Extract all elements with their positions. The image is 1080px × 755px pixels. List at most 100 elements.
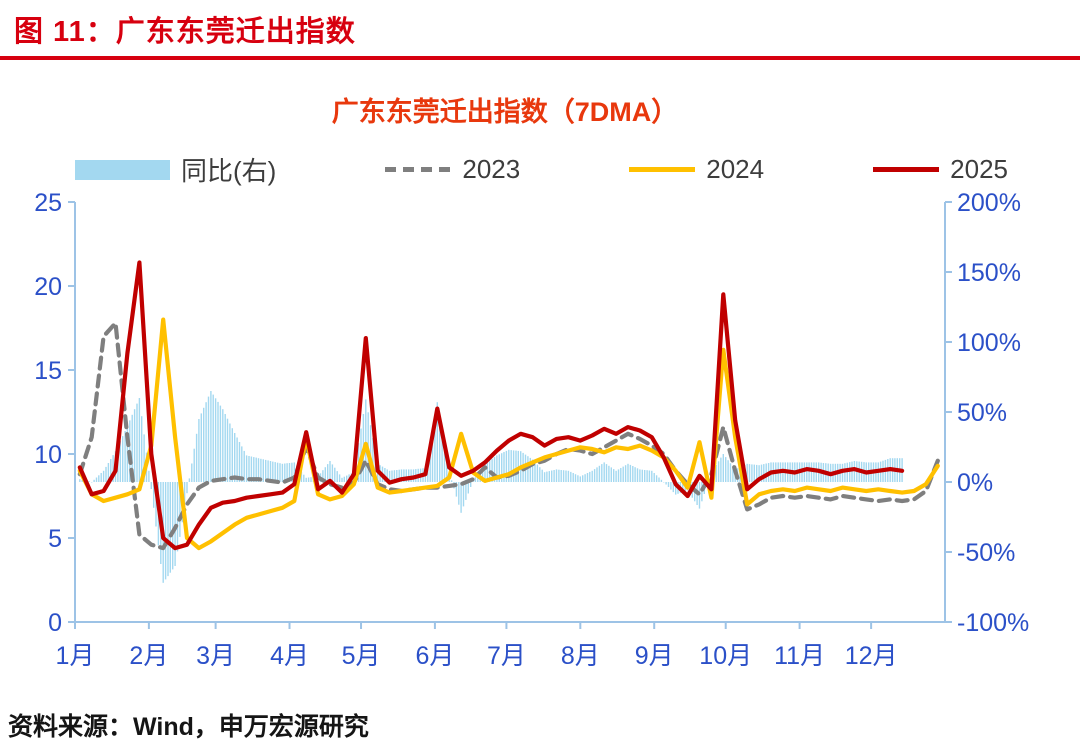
- yoy-bar: [558, 469, 560, 482]
- yoy-bar: [531, 459, 534, 482]
- yoy-bar: [632, 466, 634, 482]
- yoy-bar: [439, 416, 441, 482]
- yoy-bar: [667, 482, 670, 487]
- yoy-bar: [303, 474, 305, 482]
- yoy-bar: [596, 467, 598, 482]
- yoy-bar: [224, 414, 226, 482]
- yoy-bar: [443, 444, 446, 482]
- yoy-bar: [624, 465, 627, 482]
- x-axis-tick-label: 7月: [487, 642, 526, 670]
- yoy-bar: [248, 456, 250, 482]
- yoy-bar: [110, 459, 112, 482]
- yoy-bar: [222, 409, 224, 482]
- yoy-bar: [172, 482, 174, 570]
- legend-swatch-2024: [629, 167, 696, 172]
- yoy-bar: [610, 467, 612, 482]
- yoy-bar: [274, 462, 276, 482]
- yoy-bar: [267, 460, 269, 482]
- yoy-bar: [195, 433, 198, 482]
- chart-title: 广东东莞迁出指数（7DMA）: [331, 97, 679, 127]
- yoy-bar: [653, 473, 655, 482]
- yoy-bar: [153, 482, 155, 508]
- yoy-bar: [279, 463, 281, 482]
- yoy-bar: [651, 470, 653, 482]
- yoy-bar: [107, 463, 110, 482]
- left-axis-tick-label: 15: [34, 357, 62, 385]
- yoy-bar: [460, 482, 462, 513]
- yoy-bar: [756, 464, 758, 482]
- yoy-bar: [639, 469, 641, 482]
- page-footer: 资料来源：Wind，申万宏源研究: [0, 707, 1080, 755]
- yoy-bar: [436, 402, 438, 482]
- yoy-bar: [386, 469, 388, 482]
- yoy-bar: [124, 431, 126, 482]
- yoy-bar: [665, 482, 667, 485]
- yoy-bar: [660, 479, 663, 482]
- yoy-bar: [291, 462, 293, 482]
- yoy-bar: [644, 470, 646, 482]
- yoy-bar: [245, 455, 248, 482]
- yoy-bar: [410, 469, 412, 482]
- legend-item-同比(右): 同比(右): [75, 151, 276, 188]
- yoy-bar: [214, 398, 217, 482]
- yoy-bar: [565, 470, 567, 482]
- x-axis-tick-label: 10月: [699, 642, 752, 670]
- yoy-bar: [462, 482, 465, 507]
- yoy-bar: [148, 470, 150, 482]
- yoy-bar: [408, 469, 410, 482]
- yoy-bar: [322, 470, 324, 482]
- yoy-bar: [725, 457, 727, 482]
- yoy-bar: [553, 470, 555, 482]
- yoy-bar: [300, 471, 303, 482]
- yoy-bar: [701, 482, 703, 502]
- left-axis-tick-label: 20: [34, 273, 62, 301]
- yoy-bar: [329, 461, 331, 482]
- yoy-bar: [365, 399, 367, 482]
- yoy-bar: [498, 454, 500, 482]
- yoy-bar: [241, 446, 243, 482]
- yoy-bar: [403, 469, 405, 482]
- yoy-bar: [334, 467, 336, 482]
- yoy-bar: [541, 469, 543, 482]
- right-axis-tick-label: -50%: [957, 539, 1015, 567]
- yoy-bar: [169, 482, 171, 573]
- yoy-bar: [458, 482, 460, 505]
- yoy-bar: [603, 462, 605, 482]
- yoy-bar: [396, 470, 398, 482]
- yoy-bar: [441, 430, 443, 482]
- yoy-bar: [327, 464, 329, 482]
- yoy-bar: [250, 456, 253, 482]
- yoy-bar: [272, 461, 274, 482]
- yoy-bar: [164, 482, 167, 580]
- yoy-bar: [203, 407, 205, 482]
- yoy-bar: [720, 457, 722, 482]
- yoy-bar: [586, 473, 589, 482]
- yoy-bar: [508, 449, 510, 482]
- yoy-bar: [450, 480, 453, 482]
- yoy-bar: [608, 465, 610, 482]
- yoy-bar: [293, 462, 295, 482]
- x-axis-tick-label: 4月: [270, 642, 309, 670]
- x-axis-tick-label: 9月: [635, 642, 674, 670]
- yoy-bar: [372, 438, 374, 482]
- yoy-bar: [346, 475, 348, 482]
- legend-item-2023: 2023: [385, 154, 520, 185]
- yoy-bar: [496, 455, 498, 482]
- yoy-bar: [226, 418, 229, 482]
- x-axis-tick-label: 3月: [196, 642, 235, 670]
- x-axis-tick-label: 2月: [129, 642, 168, 670]
- yoy-bar: [276, 462, 279, 482]
- yoy-bar: [210, 391, 212, 482]
- yoy-bar: [307, 477, 310, 482]
- yoy-bar: [751, 464, 753, 482]
- yoy-bar: [806, 462, 808, 482]
- right-axis-tick-label: -100%: [957, 609, 1029, 637]
- yoy-bar: [191, 463, 193, 482]
- yoy-bar: [853, 461, 856, 482]
- yoy-bar: [238, 442, 241, 482]
- x-axis-tick-label: 11月: [774, 642, 825, 670]
- left-axis-tick-label: 25: [34, 190, 62, 217]
- yoy-bar: [186, 482, 188, 494]
- yoy-bar: [193, 448, 195, 482]
- yoy-bar: [560, 470, 562, 482]
